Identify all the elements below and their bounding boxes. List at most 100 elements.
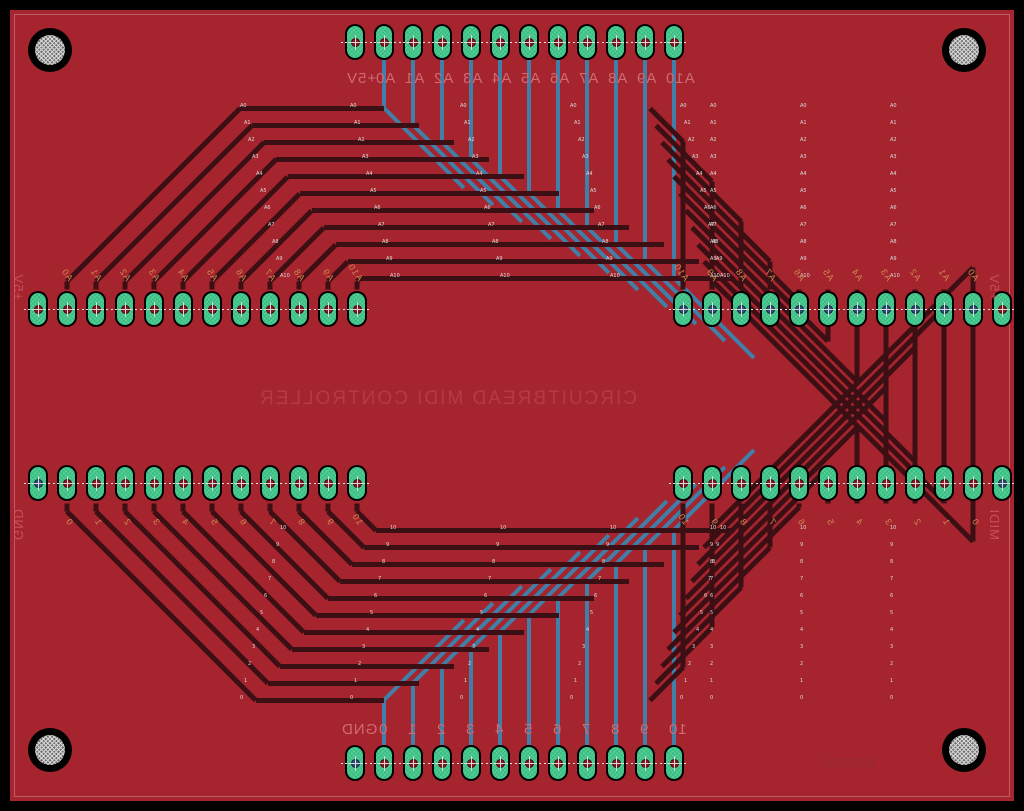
left-upper-label-A0: A0 <box>59 266 75 283</box>
right-upper-label-A5: A5 <box>820 266 836 283</box>
right-upper-pad-A2[interactable] <box>901 291 929 327</box>
header-pad-bottom-2[interactable] <box>428 745 456 781</box>
mounting-hole-top-right[interactable] <box>942 28 986 72</box>
header-label-bottom-1: 1 <box>407 721 417 738</box>
left-lower-pad-0[interactable] <box>53 465 81 501</box>
header-label-bottom-4: 4 <box>494 721 504 738</box>
header-pad-top-A7[interactable] <box>573 24 601 60</box>
left-lower-pad-2[interactable] <box>111 465 139 501</box>
left-lower-pad-9[interactable] <box>314 465 342 501</box>
header-pad-top-A5[interactable] <box>515 24 543 60</box>
right-lower-pad-5[interactable] <box>814 465 842 501</box>
right-upper-label-A9: A9 <box>704 266 720 283</box>
right-upper-pad-A9[interactable] <box>698 291 726 327</box>
header-pad-top-A3[interactable] <box>457 24 485 60</box>
header-pad-top-A9[interactable] <box>631 24 659 60</box>
right-upper-pad-power[interactable] <box>988 291 1014 327</box>
left-lower-pad-10[interactable] <box>343 465 371 501</box>
trace-segment <box>336 241 664 247</box>
right-upper-pad-A8[interactable] <box>727 291 755 327</box>
right-lower-pad-9[interactable] <box>698 465 726 501</box>
left-upper-pad-power[interactable] <box>24 291 52 327</box>
left-lower-pad-3[interactable] <box>140 465 168 501</box>
left-upper-pad-A10[interactable] <box>343 291 371 327</box>
left-upper-pad-A1[interactable] <box>82 291 110 327</box>
right-upper-pad-A6[interactable] <box>785 291 813 327</box>
right-lower-pad-3[interactable] <box>872 465 900 501</box>
right-lower-label-9: 9 <box>708 516 720 527</box>
header-pad-top-A6[interactable] <box>544 24 572 60</box>
header-pad-top-A4[interactable] <box>486 24 514 60</box>
trace-segment <box>292 646 489 652</box>
right-upper-pad-A5[interactable] <box>814 291 842 327</box>
header-pad-top-power[interactable] <box>341 24 369 60</box>
right-lower-pad-2[interactable] <box>901 465 929 501</box>
header-pad-top-A2[interactable] <box>428 24 456 60</box>
right-lower-pad-7[interactable] <box>756 465 784 501</box>
left-upper-pad-A7[interactable] <box>256 291 284 327</box>
header-pad-bottom-power[interactable] <box>341 745 369 781</box>
left-lower-pad-4[interactable] <box>169 465 197 501</box>
right-lower-pad-1[interactable] <box>930 465 958 501</box>
header-label-top-A1: A1 <box>404 70 425 87</box>
left-upper-pad-A3[interactable] <box>140 291 168 327</box>
top-copper-layer <box>10 10 1014 801</box>
left-upper-label-A1: A1 <box>88 266 104 283</box>
right-upper-pad-A1[interactable] <box>930 291 958 327</box>
header-pad-bottom-5[interactable] <box>515 745 543 781</box>
left-upper-pad-A5[interactable] <box>198 291 226 327</box>
trace-segment <box>256 697 384 703</box>
header-pad-bottom-4[interactable] <box>486 745 514 781</box>
left-lower-pad-power[interactable] <box>24 465 52 501</box>
left-upper-pad-A8[interactable] <box>285 291 313 327</box>
right-lower-label-10: 10 <box>675 511 691 527</box>
mounting-hole-bottom-right[interactable] <box>942 728 986 772</box>
header-label-bottom-5: 5 <box>523 721 533 738</box>
right-upper-pad-A3[interactable] <box>872 291 900 327</box>
left-lower-pad-7[interactable] <box>256 465 284 501</box>
mounting-hole-top-left[interactable] <box>28 28 72 72</box>
pcb-board[interactable]: A0 A0 A0 A0 A0 A1 A1 A1 A1 A1 A2 A2 A2 A2 A2 A3 A3 A3 A3 A3… <box>10 10 1014 801</box>
left-lower-label-10: 10 <box>349 511 365 527</box>
left-lower-pad-1[interactable] <box>82 465 110 501</box>
header-pad-bottom-3[interactable] <box>457 745 485 781</box>
header-pad-top-A10[interactable] <box>660 24 688 60</box>
header-pad-bottom-9[interactable] <box>631 745 659 781</box>
header-pad-bottom-7[interactable] <box>573 745 601 781</box>
right-lower-pad-power[interactable] <box>988 465 1014 501</box>
right-lower-pad-4[interactable] <box>843 465 871 501</box>
left-lower-pad-5[interactable] <box>198 465 226 501</box>
left-lower-pad-8[interactable] <box>285 465 313 501</box>
header-pad-bottom-8[interactable] <box>602 745 630 781</box>
left-upper-pad-A9[interactable] <box>314 291 342 327</box>
left-upper-pad-A0[interactable] <box>53 291 81 327</box>
right-lower-pad-0[interactable] <box>959 465 987 501</box>
right-lower-pad-8[interactable] <box>727 465 755 501</box>
header-label-bottom-power: GND <box>341 721 378 738</box>
header-pad-bottom-1[interactable] <box>399 745 427 781</box>
header-pad-bottom-0[interactable] <box>370 745 398 781</box>
right-upper-pad-A4[interactable] <box>843 291 871 327</box>
mounting-hole-bottom-left[interactable] <box>28 728 72 772</box>
header-pad-bottom-6[interactable] <box>544 745 572 781</box>
right-upper-pad-A10[interactable] <box>669 291 697 327</box>
right-lower-label-2: 2 <box>911 516 923 527</box>
trace-segment <box>348 258 699 264</box>
header-label-bottom-0: 0 <box>378 721 388 738</box>
pad-layer[interactable] <box>10 10 1014 801</box>
header-pad-bottom-10[interactable] <box>660 745 688 781</box>
right-upper-pad-A0[interactable] <box>959 291 987 327</box>
right-lower-pad-10[interactable] <box>669 465 697 501</box>
header-pad-top-A8[interactable] <box>602 24 630 60</box>
left-upper-pad-A6[interactable] <box>227 291 255 327</box>
header-pad-top-A0[interactable] <box>370 24 398 60</box>
trace-segment <box>300 190 559 196</box>
right-upper-pad-A7[interactable] <box>756 291 784 327</box>
trace-segment <box>264 139 454 145</box>
right-lower-pad-6[interactable] <box>785 465 813 501</box>
left-lower-pad-6[interactable] <box>227 465 255 501</box>
header-pad-top-A1[interactable] <box>399 24 427 60</box>
trace-segment <box>364 544 699 550</box>
left-upper-pad-A2[interactable] <box>111 291 139 327</box>
left-upper-pad-A4[interactable] <box>169 291 197 327</box>
